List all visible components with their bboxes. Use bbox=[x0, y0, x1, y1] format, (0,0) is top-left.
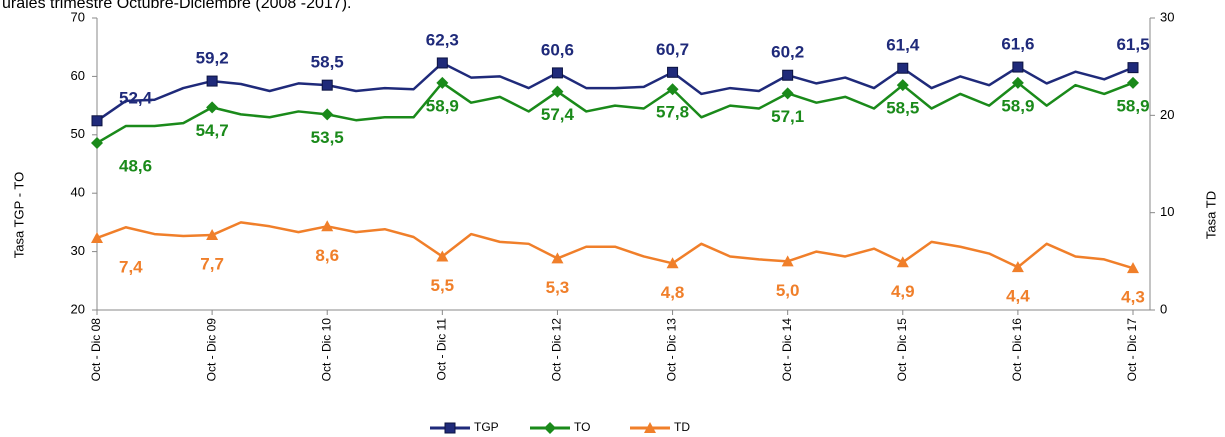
value-label: 61,4 bbox=[886, 36, 920, 55]
data-point bbox=[781, 87, 794, 100]
value-label: 59,2 bbox=[196, 49, 229, 68]
data-point bbox=[91, 231, 103, 243]
y-tick-label: 50 bbox=[71, 126, 85, 141]
value-label: 4,9 bbox=[891, 282, 915, 301]
legend-label: TD bbox=[674, 420, 690, 434]
data-point bbox=[436, 76, 449, 89]
data-point bbox=[896, 256, 909, 268]
value-label: 57,1 bbox=[771, 107, 804, 126]
value-label: 8,6 bbox=[315, 246, 339, 265]
x-tick-label: Oct - Dic 14 bbox=[780, 318, 794, 382]
x-tick-label: Oct - Dic 12 bbox=[550, 318, 564, 382]
value-label: 7,4 bbox=[119, 257, 143, 276]
data-point bbox=[666, 257, 679, 269]
value-label: 54,7 bbox=[196, 121, 229, 140]
data-point bbox=[782, 69, 794, 81]
x-tick-label: Oct - Dic 09 bbox=[204, 318, 218, 382]
legend-marker bbox=[444, 422, 456, 434]
y-tick-label: 20 bbox=[71, 301, 85, 316]
value-label: 53,5 bbox=[311, 128, 344, 147]
data-point bbox=[667, 66, 679, 78]
data-point bbox=[91, 115, 103, 127]
data-point bbox=[897, 62, 909, 74]
value-label: 62,3 bbox=[426, 30, 459, 49]
series-line bbox=[96, 221, 1134, 270]
y2-axis-title: Tasa TD bbox=[1203, 191, 1218, 239]
value-label: 60,7 bbox=[656, 40, 689, 59]
value-label: 58,5 bbox=[886, 99, 919, 118]
data-point bbox=[321, 79, 333, 91]
x-tick-label: Oct - Dic 15 bbox=[895, 318, 909, 382]
legend-label: TO bbox=[574, 420, 590, 434]
data-point bbox=[1011, 76, 1024, 89]
series-line bbox=[96, 61, 1134, 122]
data-point bbox=[551, 85, 564, 98]
value-label: 58,9 bbox=[1001, 96, 1034, 115]
x-tick-label: Oct - Dic 16 bbox=[1010, 318, 1024, 382]
value-label: 60,6 bbox=[541, 40, 574, 59]
legend-label: TGP bbox=[474, 420, 499, 434]
y-axis-title: Tasa TGP - TO bbox=[11, 172, 26, 258]
data-point bbox=[551, 67, 563, 79]
data-point bbox=[436, 250, 449, 262]
value-label: 61,5 bbox=[1116, 35, 1149, 54]
data-point bbox=[781, 255, 794, 267]
data-point bbox=[1011, 261, 1024, 273]
value-label: 52,4 bbox=[119, 88, 153, 107]
value-label: 7,7 bbox=[200, 255, 224, 274]
value-label: 58,9 bbox=[426, 96, 459, 115]
value-label: 48,6 bbox=[119, 156, 152, 175]
data-point bbox=[551, 252, 564, 264]
data-point bbox=[1012, 61, 1024, 73]
x-tick-label: Oct - Dic 11 bbox=[435, 318, 449, 381]
y2-tick-label: 30 bbox=[1160, 9, 1174, 24]
data-point bbox=[436, 57, 448, 69]
x-tick-label: Oct - Dic 17 bbox=[1125, 318, 1139, 382]
y-tick-label: 70 bbox=[71, 9, 85, 24]
legend-marker bbox=[644, 422, 656, 433]
value-label: 57,4 bbox=[541, 105, 575, 124]
data-point bbox=[91, 136, 103, 149]
x-tick-label: Oct - Dic 10 bbox=[319, 318, 333, 382]
legend-marker bbox=[544, 422, 556, 434]
value-label: 4,3 bbox=[1121, 288, 1145, 307]
value-label: 61,6 bbox=[1001, 35, 1034, 54]
x-tick-label: Oct - Dic 13 bbox=[665, 318, 679, 382]
data-point bbox=[321, 108, 334, 121]
value-label: 57,8 bbox=[656, 103, 689, 122]
data-point bbox=[896, 79, 909, 92]
value-label: 5,0 bbox=[776, 281, 800, 300]
data-point bbox=[206, 101, 219, 114]
y2-tick-label: 10 bbox=[1160, 204, 1174, 219]
value-label: 5,5 bbox=[431, 276, 455, 295]
data-point bbox=[206, 75, 218, 87]
data-point bbox=[1127, 62, 1139, 74]
chart-title: urales trimestre Octubre-Diciembre (2008… bbox=[2, 0, 351, 12]
y2-tick-label: 0 bbox=[1160, 301, 1167, 316]
y2-tick-label: 20 bbox=[1160, 107, 1174, 122]
data-point bbox=[206, 229, 219, 241]
series-line bbox=[96, 81, 1134, 145]
value-label: 58,5 bbox=[311, 53, 344, 72]
y-tick-label: 30 bbox=[71, 243, 85, 258]
y-tick-label: 60 bbox=[71, 68, 85, 83]
data-point bbox=[1127, 76, 1139, 89]
value-label: 60,2 bbox=[771, 43, 804, 62]
data-point bbox=[321, 220, 334, 232]
data-point bbox=[1127, 262, 1139, 274]
value-label: 58,9 bbox=[1116, 96, 1149, 115]
data-point bbox=[666, 83, 679, 96]
value-label: 4,4 bbox=[1006, 287, 1030, 306]
value-label: 5,3 bbox=[546, 278, 570, 297]
value-label: 4,8 bbox=[661, 283, 685, 302]
y-tick-label: 40 bbox=[71, 185, 85, 200]
x-tick-label: Oct - Dic 08 bbox=[89, 318, 103, 382]
